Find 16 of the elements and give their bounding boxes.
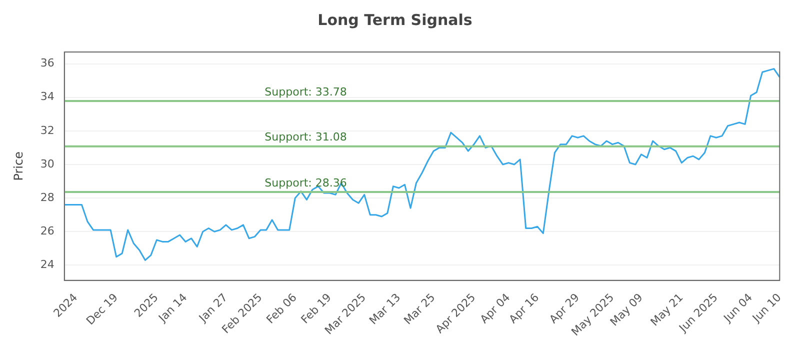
y-tick-label: 32 xyxy=(40,124,54,137)
y-tick-label: 26 xyxy=(40,224,54,238)
y-axis-title: Price xyxy=(11,152,26,181)
y-tick-label: 30 xyxy=(40,157,54,170)
x-tick-label: Mar 25 xyxy=(401,290,438,328)
x-tick-label: Dec 19 xyxy=(84,290,120,328)
chart-title: Long Term Signals xyxy=(318,10,472,29)
y-tick-label: 36 xyxy=(40,56,54,70)
y-tick-label: 34 xyxy=(40,90,54,104)
x-tick-label: Mar 13 xyxy=(366,290,404,328)
x-tick-label: Feb 06 xyxy=(264,290,300,326)
ref-line-label: Support: 28.36 xyxy=(264,176,347,190)
ref-line-label: Support: 31.08 xyxy=(264,130,347,144)
y-tick-label: 24 xyxy=(40,258,54,272)
ref-line-label: Support: 33.78 xyxy=(264,85,347,98)
y-tick-label: 28 xyxy=(40,190,54,204)
